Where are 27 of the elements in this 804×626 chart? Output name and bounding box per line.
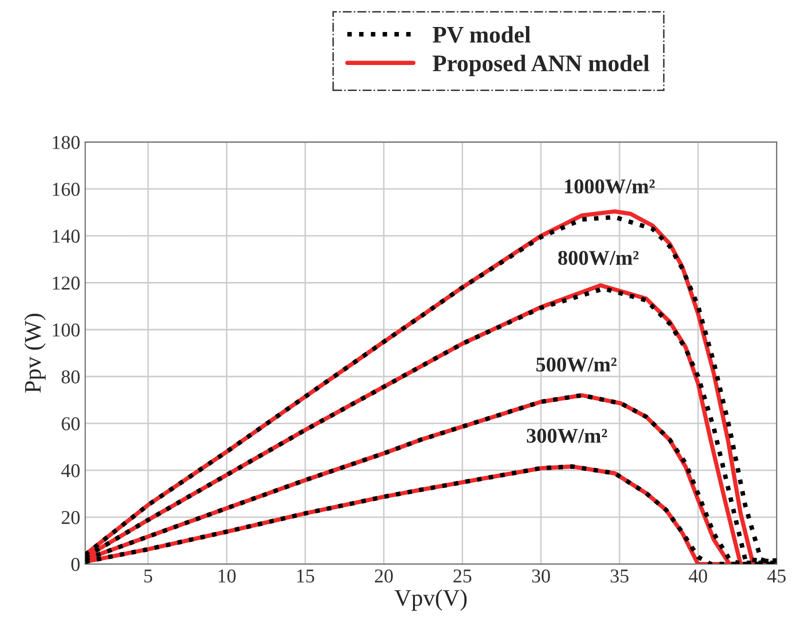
legend-label: Proposed ANN model	[432, 54, 650, 76]
annotation: 500W/m²	[536, 358, 616, 372]
x-tick-label: 30	[532, 569, 550, 583]
y-tick-label: 20	[62, 510, 80, 524]
y-tick-label: 80	[62, 370, 80, 384]
legend-label: PV model	[432, 26, 531, 43]
x-tick-label: 5	[144, 570, 152, 583]
annotation: 300W/m²	[526, 428, 608, 443]
x-tick-label: 45	[767, 570, 786, 583]
x-tick-label: 10	[218, 569, 236, 583]
y-tick-label: 100	[52, 323, 80, 337]
x-axis-title: Vpv(V)	[394, 589, 467, 611]
x-tick-label: 40	[688, 569, 708, 583]
x-tick-label: 20	[374, 569, 393, 583]
y-tick-label: 60	[62, 417, 80, 430]
y-tick-label: 40	[61, 464, 80, 478]
y-tick-label: 180	[52, 136, 80, 150]
x-tick-label: 35	[610, 570, 628, 583]
y-tick-label: 0	[71, 558, 80, 571]
y-tick-label: 120	[52, 276, 80, 290]
y-tick-label: 160	[52, 182, 80, 196]
y-tick-label: 140	[52, 230, 80, 243]
annotation: 1000W/m²	[564, 179, 655, 194]
x-tick-label: 25	[454, 570, 472, 583]
x-tick-label: 15	[297, 570, 314, 583]
y-axis-title: Ppv (W)	[24, 314, 46, 393]
annotation: 800W/m²	[558, 250, 638, 266]
